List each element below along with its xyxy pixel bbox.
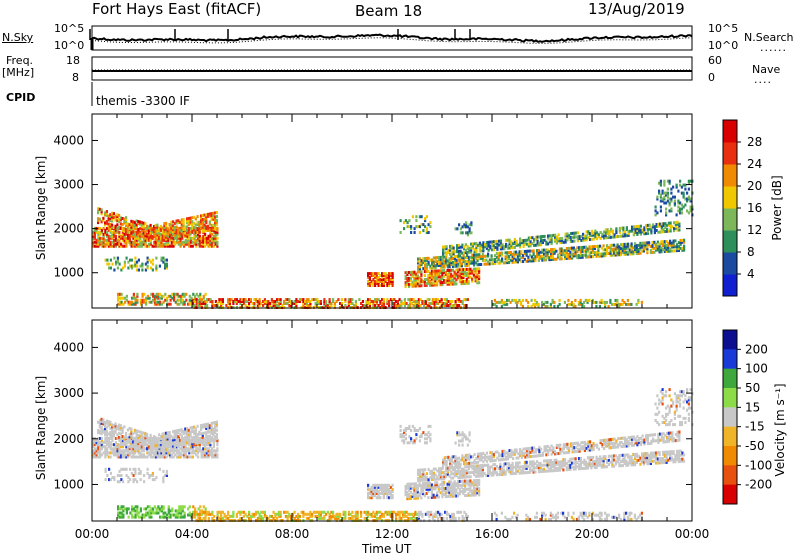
noise-panel (90, 26, 692, 50)
colorbar-tick: 28 (747, 135, 762, 149)
cpid-text: themis -3300 IF (96, 95, 190, 107)
beam-label: Beam 18 (355, 4, 422, 19)
colorbar-tick: 4 (747, 267, 755, 281)
velocity-ylabel: Slant Range [km] (35, 373, 47, 483)
freq-label: Freq. (6, 55, 33, 66)
colorbar-tick: -100 (745, 458, 772, 472)
power-colorbar-label: Power [dB] (771, 153, 783, 263)
velocity-cells (92, 388, 694, 522)
y-tick-label: 1000 (53, 266, 84, 280)
nsky-label: N.Sky (2, 32, 33, 43)
x-tick-label: 08:00 (275, 527, 310, 541)
x-tick-label: 00:00 (75, 527, 110, 541)
power-ylabel: Slant Range [km] (35, 153, 47, 263)
y-tick-label: 2000 (53, 222, 84, 236)
y-tick-label: 4000 (53, 133, 84, 147)
colorbar-tick: -200 (745, 478, 772, 492)
colorbar-tick: 24 (747, 157, 762, 171)
x-axis-label: Time UT (362, 543, 411, 555)
power-heatmap: 1000 2000 3000 4000 (53, 114, 693, 309)
colorbar-tick: 15 (745, 400, 760, 414)
y-tick-label: 1000 (53, 477, 84, 491)
colorbars: 4 8 12 16 20 24 28 200 100 50 15 -15 -50 -100 -200 (723, 120, 772, 505)
velocity-colorbar: 200 100 50 15 -15 -50 -100 -200 (723, 330, 772, 505)
y-tick-label: 3000 (53, 386, 84, 400)
x-tick-label: 12:00 (375, 527, 410, 541)
colorbar-tick: 16 (747, 201, 762, 215)
plot-title: Fort Hays East (fitACF) (92, 2, 261, 17)
y-tick-label: 3000 (53, 178, 84, 192)
x-tick-label: 00:00 (675, 527, 710, 541)
velocity-heatmap: 1000 2000 3000 4000 00:00 04:00 08:00 12:00 16:0… (53, 320, 709, 541)
colorbar-tick: 100 (745, 362, 768, 376)
y-tick-label: 4000 (53, 340, 84, 354)
y-tick-label: 2000 (53, 432, 84, 446)
date-label: 13/Aug/2019 (588, 2, 685, 17)
colorbar-tick: 12 (747, 223, 762, 237)
noise-tick-hi-left: 10^5 (54, 23, 84, 34)
freq-tick-hi: 18 (66, 55, 80, 66)
noise-tick-lo-left: 10^0 (54, 40, 84, 51)
nave-tick-lo: 0 (708, 72, 715, 83)
colorbar-tick: 50 (745, 381, 760, 395)
x-tick-label: 16:00 (475, 527, 510, 541)
colorbar-tick: -50 (745, 439, 765, 453)
colorbar-tick: 20 (747, 179, 762, 193)
nave-legend: .... (754, 74, 772, 85)
colorbar-tick: -15 (745, 420, 765, 434)
x-tick-label: 20:00 (575, 527, 610, 541)
colorbar-tick: 8 (747, 245, 755, 259)
nsearch-legend: ...... (760, 42, 787, 53)
velocity-colorbar-label: Velocity [m s⁻¹] (774, 370, 786, 490)
power-cells (92, 180, 694, 309)
nave-tick-hi: 60 (708, 55, 722, 66)
noise-tick-lo-right: 10^0 (708, 40, 738, 51)
x-tick-label: 04:00 (175, 527, 210, 541)
power-colorbar: 4 8 12 16 20 24 28 (723, 120, 762, 297)
noise-tick-hi-right: 10^5 (708, 23, 738, 34)
freq-unit: [MHz] (2, 67, 34, 78)
freq-tick-lo: 8 (72, 72, 79, 83)
colorbar-tick: 200 (745, 342, 768, 356)
cpid-label: CPID (6, 92, 35, 103)
